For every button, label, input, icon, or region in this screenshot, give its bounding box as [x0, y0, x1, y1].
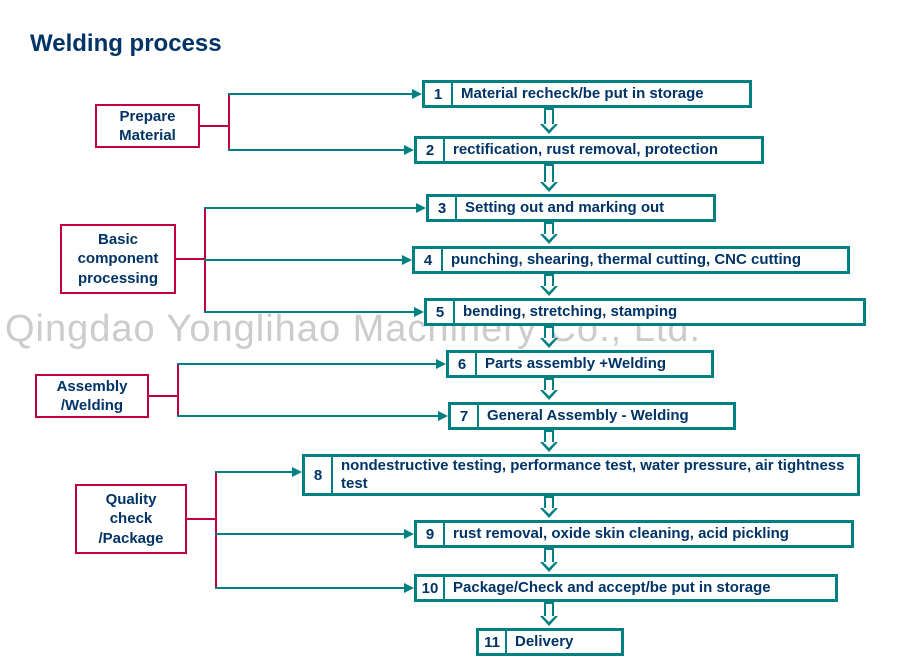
step-label: Setting out and marking out	[457, 197, 713, 219]
step-number: 10	[417, 577, 445, 599]
step-number: 3	[429, 197, 457, 219]
step-connector	[228, 149, 414, 151]
step-label: Package/Check and accept/be put in stora…	[445, 577, 835, 599]
step-label: General Assembly - Welding	[479, 405, 733, 427]
phase-connector-h	[176, 258, 206, 260]
phase-connector-v	[177, 364, 179, 416]
step-9: 9rust removal, oxide skin cleaning, acid…	[414, 520, 854, 548]
step-number: 9	[417, 523, 445, 545]
phase-prepare: PrepareMaterial	[95, 104, 200, 148]
step-label: nondestructive testing, performance test…	[333, 457, 857, 493]
step-label: punching, shearing, thermal cutting, CNC…	[443, 249, 847, 271]
step-label: rust removal, oxide skin cleaning, acid …	[445, 523, 851, 545]
step-connector	[228, 93, 422, 95]
down-arrow-icon	[540, 164, 558, 192]
step-label: Material recheck/be put in storage	[453, 83, 749, 105]
step-3: 3Setting out and marking out	[426, 194, 716, 222]
step-number: 5	[427, 301, 455, 323]
step-number: 2	[417, 139, 445, 161]
page-title: Welding process	[30, 30, 222, 58]
phase-connector-v	[215, 472, 217, 588]
step-number: 4	[415, 249, 443, 271]
step-number: 8	[305, 457, 333, 493]
down-arrow-icon	[540, 274, 558, 296]
phase-connector-h	[149, 395, 179, 397]
down-arrow-icon	[540, 430, 558, 452]
step-label: Parts assembly +Welding	[477, 353, 711, 375]
down-arrow-icon	[540, 548, 558, 572]
down-arrow-icon	[540, 108, 558, 134]
step-7: 7General Assembly - Welding	[448, 402, 736, 430]
step-5: 5bending, stretching, stamping	[424, 298, 866, 326]
step-connector	[215, 471, 302, 473]
step-connector	[204, 259, 412, 261]
step-number: 1	[425, 83, 453, 105]
step-label: rectification, rust removal, protection	[445, 139, 761, 161]
down-arrow-icon	[540, 378, 558, 400]
step-10: 10Package/Check and accept/be put in sto…	[414, 574, 838, 602]
phase-assembly: Assembly/Welding	[35, 374, 149, 418]
step-number: 7	[451, 405, 479, 427]
step-11: 11Delivery	[476, 628, 624, 656]
down-arrow-icon	[540, 326, 558, 348]
step-connector	[204, 207, 426, 209]
step-connector	[177, 363, 446, 365]
step-connector	[204, 311, 424, 313]
phase-basic: Basiccomponentprocessing	[60, 224, 176, 294]
down-arrow-icon	[540, 496, 558, 518]
step-connector	[177, 415, 448, 417]
step-2: 2rectification, rust removal, protection	[414, 136, 764, 164]
step-1: 1Material recheck/be put in storage	[422, 80, 752, 108]
step-label: bending, stretching, stamping	[455, 301, 863, 323]
phase-quality: Qualitycheck/Package	[75, 484, 187, 554]
step-4: 4punching, shearing, thermal cutting, CN…	[412, 246, 850, 274]
phase-connector-h	[187, 518, 217, 520]
phase-connector-v	[228, 94, 230, 150]
phase-connector-h	[200, 125, 230, 127]
step-connector	[215, 533, 414, 535]
step-number: 11	[479, 631, 507, 653]
down-arrow-icon	[540, 602, 558, 626]
step-6: 6Parts assembly +Welding	[446, 350, 714, 378]
step-8: 8nondestructive testing, performance tes…	[302, 454, 860, 496]
step-number: 6	[449, 353, 477, 375]
step-connector	[215, 587, 414, 589]
down-arrow-icon	[540, 222, 558, 244]
step-label: Delivery	[507, 631, 621, 653]
